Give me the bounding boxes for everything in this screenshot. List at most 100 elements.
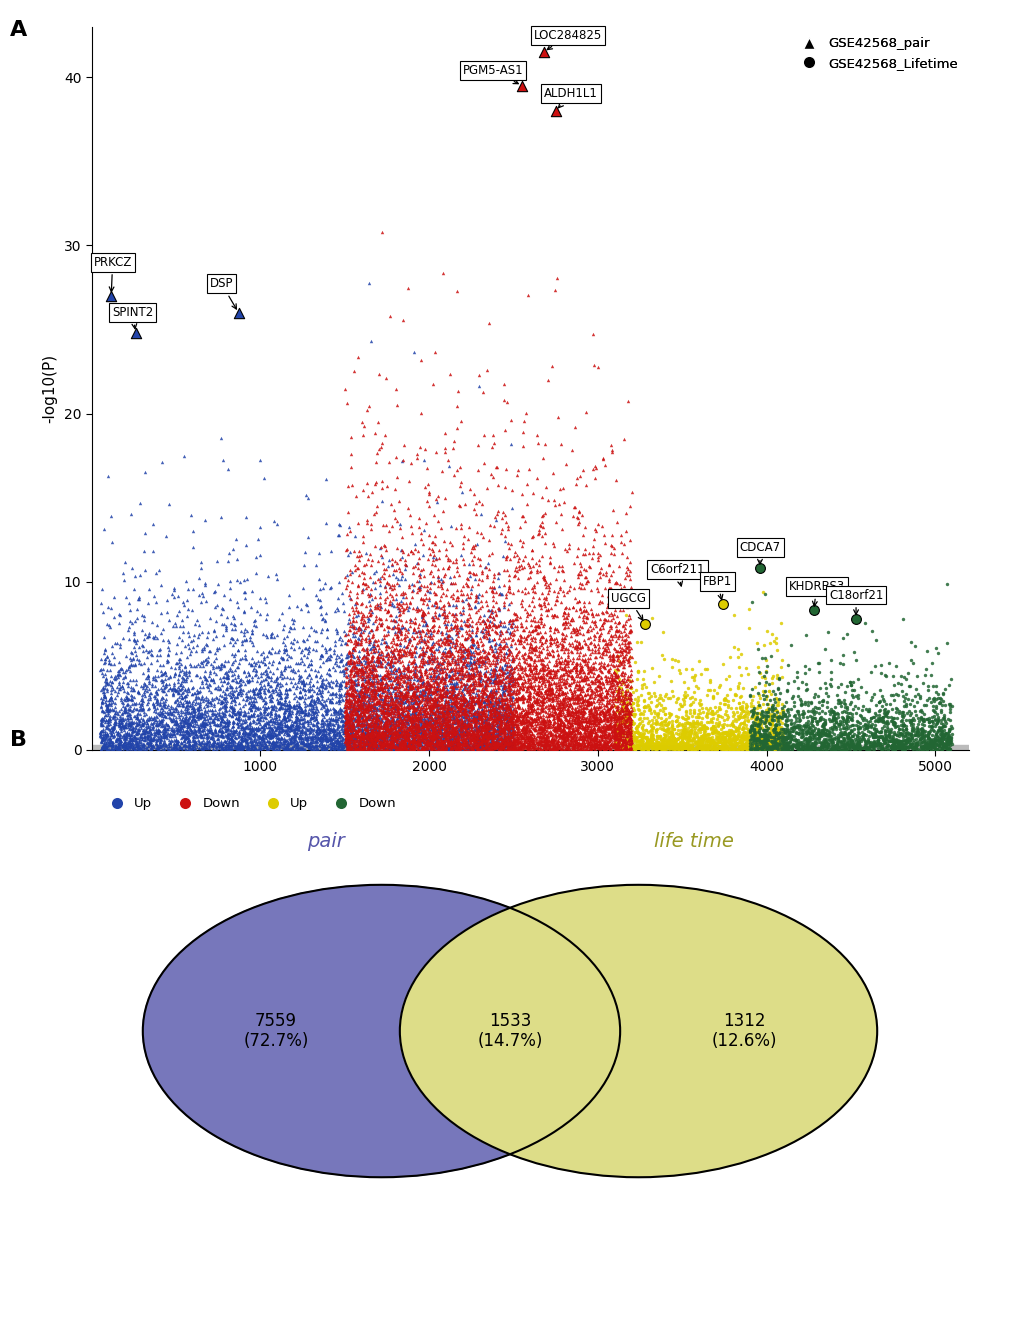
Point — [380, 521, 396, 542]
Point — [463, 694, 479, 715]
Point — [171, 723, 187, 744]
Point — [450, 722, 467, 743]
Point — [351, 694, 367, 715]
Point — [347, 738, 364, 759]
Point — [486, 668, 502, 690]
Point — [596, 532, 612, 553]
Point — [467, 700, 483, 722]
Point — [151, 644, 167, 665]
Point — [433, 739, 449, 761]
Point — [323, 732, 339, 754]
Point — [158, 714, 174, 735]
Point — [389, 670, 406, 691]
Point — [271, 722, 287, 743]
Point — [396, 657, 413, 679]
Point — [447, 724, 464, 746]
Point — [655, 727, 672, 749]
Point — [384, 739, 400, 761]
Point — [699, 735, 715, 757]
Point — [320, 716, 336, 738]
Point — [223, 696, 239, 718]
Point — [239, 672, 256, 694]
Point — [447, 716, 464, 738]
Point — [520, 620, 536, 641]
Point — [435, 600, 451, 621]
Point — [622, 730, 638, 751]
Point — [497, 703, 514, 724]
Point — [344, 734, 361, 755]
Point — [490, 695, 506, 716]
Point — [416, 611, 432, 632]
Point — [484, 688, 500, 710]
Point — [378, 702, 394, 723]
Point — [356, 680, 372, 702]
Point — [618, 636, 634, 657]
Point — [347, 722, 364, 743]
Point — [578, 600, 594, 621]
Point — [367, 738, 383, 759]
Point — [701, 679, 717, 700]
Point — [438, 703, 454, 724]
Point — [498, 718, 515, 739]
Point — [362, 544, 378, 565]
Point — [513, 734, 529, 755]
Point — [258, 691, 274, 712]
Point — [111, 676, 127, 698]
Point — [441, 734, 458, 755]
Point — [770, 734, 787, 755]
Point — [503, 738, 520, 759]
Point — [452, 714, 469, 735]
Point — [799, 695, 815, 716]
Point — [711, 735, 728, 757]
Point — [492, 716, 508, 738]
Point — [430, 676, 446, 698]
Point — [533, 640, 549, 661]
Point — [629, 632, 645, 653]
Point — [453, 719, 470, 740]
Point — [421, 703, 437, 724]
Point — [284, 660, 301, 682]
Point — [478, 656, 494, 678]
Point — [687, 688, 703, 710]
Point — [95, 728, 111, 750]
Point — [601, 734, 618, 755]
Point — [330, 628, 346, 649]
Point — [517, 403, 533, 424]
Point — [140, 722, 156, 743]
Point — [502, 706, 519, 727]
Point — [372, 671, 388, 692]
Point — [908, 722, 924, 743]
Point — [234, 730, 251, 751]
Point — [425, 734, 441, 755]
Point — [470, 736, 486, 758]
Point — [334, 710, 351, 731]
Point — [725, 738, 741, 759]
Point — [168, 736, 184, 758]
Point — [449, 730, 466, 751]
Point — [554, 604, 571, 625]
Point — [429, 723, 445, 744]
Point — [350, 716, 366, 738]
Point — [759, 736, 775, 758]
Point — [477, 711, 493, 732]
Point — [574, 732, 590, 754]
Point — [814, 714, 830, 735]
Point — [417, 735, 433, 757]
Point — [634, 730, 650, 751]
Point — [691, 727, 707, 749]
Point — [618, 726, 634, 747]
Point — [190, 627, 206, 648]
Point — [698, 702, 714, 723]
Point — [376, 712, 392, 734]
Point — [369, 635, 385, 656]
Point — [440, 652, 457, 674]
Point — [355, 684, 371, 706]
Point — [411, 576, 427, 597]
Point — [929, 643, 946, 664]
Point — [544, 696, 560, 718]
Point — [248, 562, 264, 584]
Point — [900, 723, 916, 744]
Point — [615, 625, 632, 647]
Point — [373, 735, 389, 757]
Point — [354, 637, 370, 659]
